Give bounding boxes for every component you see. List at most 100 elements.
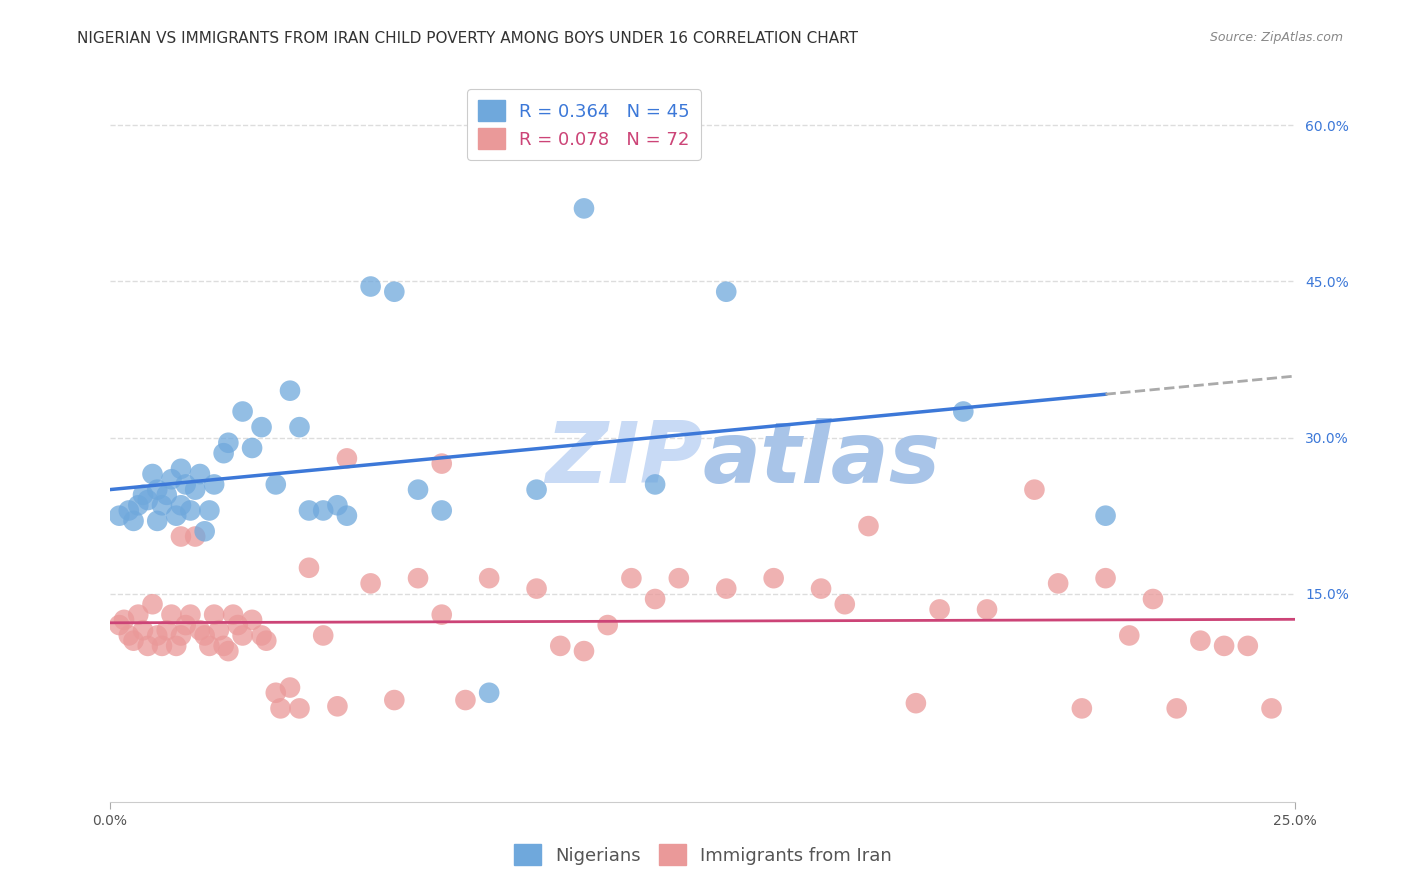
Point [202, 607, 225, 622]
Point [596, 618, 619, 632]
Point [762, 571, 785, 585]
Point [136, 639, 159, 653]
Point [382, 285, 405, 299]
Point [620, 571, 643, 585]
Point [288, 420, 311, 434]
Point [1260, 701, 1282, 715]
Point [928, 602, 950, 616]
Point [232, 404, 254, 418]
Text: NIGERIAN VS IMMIGRANTS FROM IRAN CHILD POVERTY AMONG BOYS UNDER 16 CORRELATION C: NIGERIAN VS IMMIGRANTS FROM IRAN CHILD P… [77, 31, 858, 46]
Point [170, 462, 193, 476]
Point [217, 435, 239, 450]
Point [1047, 576, 1070, 591]
Point [572, 202, 595, 216]
Point [406, 571, 429, 585]
Point [141, 467, 163, 481]
Point [222, 607, 245, 622]
Point [952, 404, 974, 418]
Point [108, 508, 131, 523]
Point [1166, 701, 1188, 715]
Point [112, 613, 135, 627]
Point [184, 483, 207, 497]
Point [198, 639, 221, 653]
Point [141, 597, 163, 611]
Point [336, 508, 359, 523]
Point [118, 503, 141, 517]
Point [716, 582, 738, 596]
Point [278, 681, 301, 695]
Point [454, 693, 477, 707]
Point [150, 498, 173, 512]
Point [156, 624, 179, 638]
Point [212, 446, 235, 460]
Point [156, 488, 179, 502]
Point [1189, 633, 1212, 648]
Point [170, 498, 193, 512]
Point [326, 498, 349, 512]
Point [250, 420, 273, 434]
Text: Source: ZipAtlas.com: Source: ZipAtlas.com [1209, 31, 1343, 45]
Point [188, 624, 211, 638]
Point [858, 519, 880, 533]
Point [312, 503, 335, 517]
Point [160, 472, 183, 486]
Point [298, 503, 321, 517]
Point [382, 693, 405, 707]
Point [312, 628, 335, 642]
Point [188, 467, 211, 481]
Point [212, 639, 235, 653]
Point [122, 514, 145, 528]
Point [430, 457, 453, 471]
Point [122, 633, 145, 648]
Point [526, 483, 548, 497]
Point [1024, 483, 1046, 497]
Point [430, 607, 453, 622]
Point [1070, 701, 1092, 715]
Point [976, 602, 998, 616]
Point [232, 628, 254, 642]
Point [240, 441, 263, 455]
Point [202, 477, 225, 491]
Point [174, 477, 197, 491]
Point [406, 483, 429, 497]
Point [217, 644, 239, 658]
Point [1094, 508, 1116, 523]
Point [127, 498, 149, 512]
Point [132, 488, 155, 502]
Point [1142, 592, 1164, 607]
Point [810, 582, 832, 596]
Point [644, 592, 666, 607]
Point [146, 514, 169, 528]
Point [194, 628, 217, 642]
Point [127, 607, 149, 622]
Legend: Nigerians, Immigrants from Iran: Nigerians, Immigrants from Iran [506, 837, 900, 872]
Point [184, 529, 207, 543]
Point [716, 285, 738, 299]
Point [1094, 571, 1116, 585]
Point [250, 628, 273, 642]
Point [478, 571, 501, 585]
Point [572, 644, 595, 658]
Point [278, 384, 301, 398]
Point [165, 639, 187, 653]
Point [360, 576, 382, 591]
Point [1236, 639, 1258, 653]
Point [326, 699, 349, 714]
Point [264, 686, 287, 700]
Point [170, 628, 193, 642]
Point [150, 639, 173, 653]
Point [160, 607, 183, 622]
Point [118, 628, 141, 642]
Point [264, 477, 287, 491]
Point [179, 607, 201, 622]
Point [132, 624, 155, 638]
Point [108, 618, 131, 632]
Point [136, 493, 159, 508]
Point [174, 618, 197, 632]
Point [226, 618, 249, 632]
Point [298, 561, 321, 575]
Point [254, 633, 277, 648]
Point [668, 571, 690, 585]
Point [360, 279, 382, 293]
Legend: R = 0.364   N = 45, R = 0.078   N = 72: R = 0.364 N = 45, R = 0.078 N = 72 [467, 89, 702, 160]
